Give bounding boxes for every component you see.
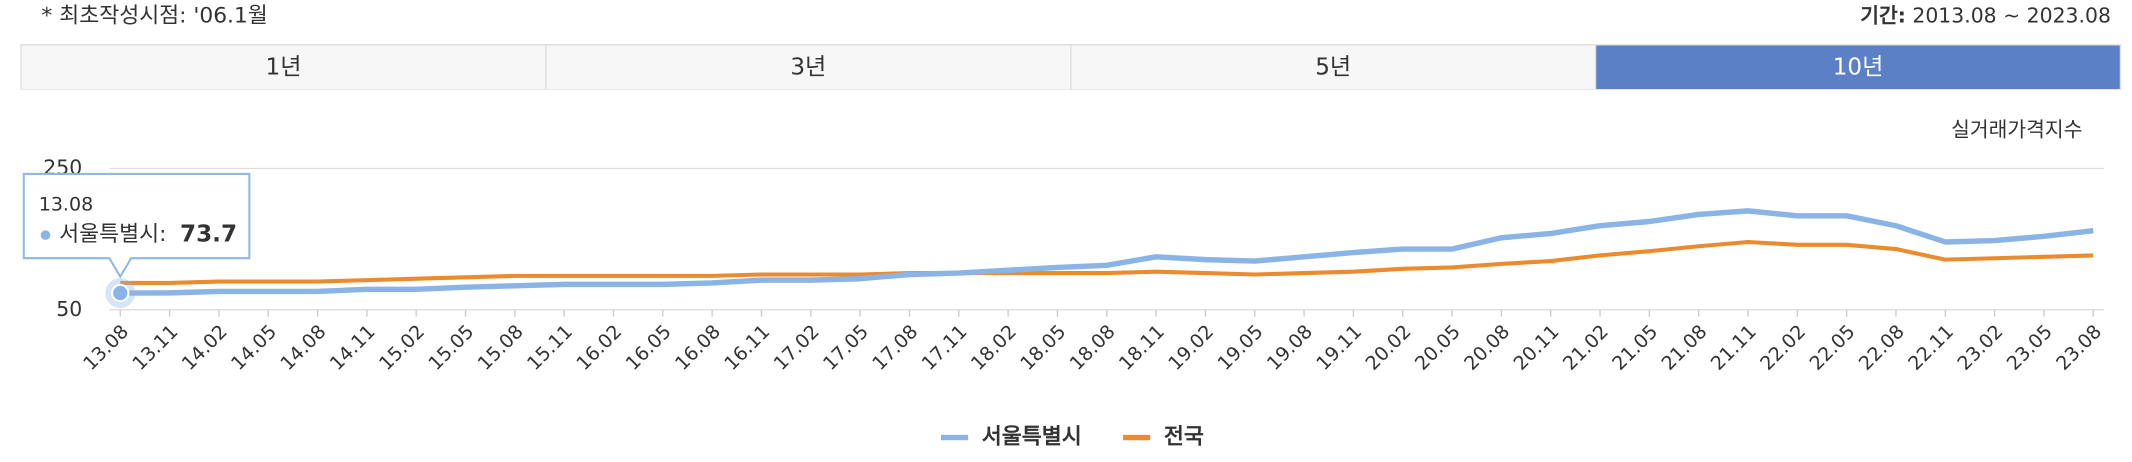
tab[interactable] bbox=[20, 44, 547, 91]
y-axis-label: 실거래가격지수 bbox=[1951, 117, 2082, 141]
hover-point bbox=[111, 283, 130, 303]
series-line bbox=[120, 239, 2094, 285]
tab[interactable] bbox=[545, 44, 1072, 91]
tab-label[interactable]: 5년 bbox=[1315, 54, 1351, 80]
y-tick-label: 50 bbox=[56, 297, 82, 321]
tab[interactable] bbox=[1070, 44, 1597, 91]
tooltip-box bbox=[22, 172, 251, 279]
tooltip-name: 서울특별시: bbox=[59, 222, 166, 247]
tooltip-value: 73.7 bbox=[180, 222, 237, 248]
series-line bbox=[120, 208, 2094, 296]
period-value: 2013.08 ~ 2023.08 bbox=[1912, 3, 2111, 27]
tooltip-dot bbox=[40, 230, 51, 240]
note: * 최초작성시점: '06.1월 bbox=[41, 3, 267, 28]
tab-label[interactable]: 3년 bbox=[790, 54, 826, 80]
period-label: 기간: bbox=[1860, 3, 1906, 27]
period: 기간: 2013.08 ~ 2023.08 bbox=[1860, 3, 2111, 27]
legend-label[interactable]: 서울특별시 bbox=[982, 425, 1082, 450]
tab-label[interactable]: 10년 bbox=[1833, 54, 1884, 80]
tab-label[interactable]: 1년 bbox=[266, 54, 302, 80]
legend-label[interactable]: 전국 bbox=[1164, 425, 1204, 450]
tooltip-x: 13.08 bbox=[39, 194, 93, 216]
tabs: 1년 3년 5년 10년 bbox=[20, 44, 2122, 91]
chart-panel bbox=[14, 89, 2128, 462]
